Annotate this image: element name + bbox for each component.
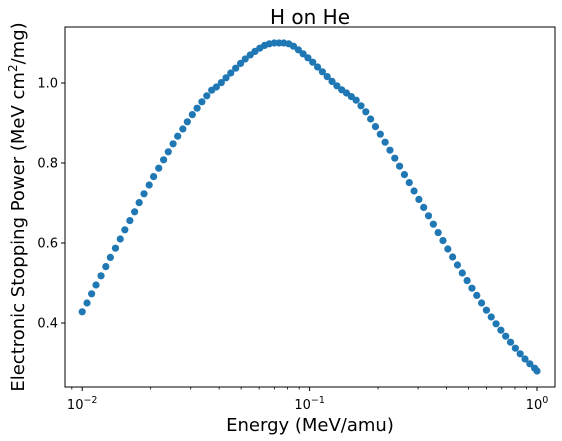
data-point — [222, 74, 230, 82]
x-axis-label: Energy (MeV/amu) — [226, 415, 394, 436]
data-point — [386, 146, 394, 154]
data-point — [232, 64, 240, 72]
data-point — [217, 79, 225, 87]
data-point — [506, 338, 515, 346]
y-tick-label: 0.8 — [37, 157, 58, 172]
data-point — [106, 253, 114, 261]
data-point — [473, 291, 481, 299]
data-point — [391, 154, 399, 162]
data-point — [323, 73, 331, 81]
data-point — [241, 55, 249, 63]
data-point — [482, 306, 491, 314]
data-point — [299, 50, 307, 58]
data-point — [155, 164, 163, 172]
data-point — [415, 195, 423, 203]
data-point — [121, 226, 129, 234]
data-point — [111, 244, 120, 252]
data-point — [309, 58, 317, 66]
data-point — [149, 173, 158, 181]
y-axis-label-superscript: 2 — [6, 64, 20, 72]
data-point — [304, 54, 312, 62]
data-point — [116, 235, 124, 243]
data-point — [444, 245, 452, 253]
y-axis-label-main: Electronic Stopping Power (MeV cm — [8, 72, 29, 392]
data-point — [140, 190, 148, 198]
data-point — [463, 277, 471, 285]
data-point — [160, 156, 168, 164]
data-point — [227, 69, 235, 77]
data-point — [453, 261, 462, 269]
data-point — [521, 355, 529, 363]
y-axis: 0.4 0.6 0.8 1.0 — [37, 77, 65, 332]
data-point — [497, 326, 505, 334]
data-point — [97, 272, 105, 280]
data-point — [526, 360, 534, 368]
data-point — [183, 118, 191, 126]
data-point — [487, 313, 495, 321]
data-point — [395, 162, 404, 170]
x-tick-label: 10−2 — [67, 395, 98, 413]
y-tick-label: 0.6 — [37, 237, 58, 252]
plot-frame — [64, 26, 556, 388]
data-point — [126, 217, 134, 225]
data-point — [188, 111, 196, 119]
data-point — [352, 96, 360, 104]
data-point — [333, 82, 341, 90]
data-point — [449, 253, 457, 261]
data-point — [212, 83, 220, 91]
y-axis-label-end: /mg) — [8, 22, 29, 64]
data-point — [516, 350, 524, 358]
data-point — [174, 132, 182, 140]
data-point — [511, 344, 519, 352]
y-tick-label: 0.4 — [37, 317, 58, 332]
data-point — [88, 290, 96, 298]
data-point — [145, 181, 153, 189]
data-point — [102, 263, 110, 271]
data-point — [371, 123, 380, 131]
data-point — [429, 220, 437, 228]
y-axis-label: Electronic Stopping Power (MeV cm2/mg) — [6, 22, 29, 391]
data-point — [410, 187, 418, 195]
data-point — [468, 284, 476, 292]
data-point — [318, 68, 326, 76]
data-point — [203, 92, 211, 100]
x-tick-label: 10−1 — [294, 395, 325, 413]
data-point — [458, 269, 466, 277]
x-axis: 10−2 10−1 100 — [67, 387, 548, 413]
y-tick-label: 1.0 — [37, 77, 58, 92]
data-point — [367, 115, 375, 123]
data-point — [381, 138, 389, 146]
data-point — [328, 77, 336, 85]
data-point — [78, 308, 86, 316]
data-point — [83, 299, 91, 307]
x-tick-label: 100 — [526, 395, 549, 413]
chart-title: H on He — [270, 5, 350, 29]
data-point — [376, 130, 384, 138]
data-point — [193, 104, 201, 112]
data-point — [533, 367, 541, 375]
data-point — [92, 281, 100, 289]
data-point — [502, 332, 510, 340]
data-point — [198, 98, 206, 106]
data-point — [477, 299, 486, 307]
data-point — [362, 108, 370, 116]
data-points — [78, 39, 541, 375]
data-point — [294, 46, 302, 54]
data-point — [169, 140, 177, 148]
data-point — [236, 59, 245, 67]
data-point — [357, 102, 365, 110]
data-point — [420, 203, 428, 211]
data-point — [405, 179, 413, 187]
data-point — [434, 229, 442, 237]
data-point — [164, 148, 172, 156]
data-point — [131, 208, 139, 216]
data-point — [492, 320, 500, 328]
data-point — [439, 237, 447, 245]
data-point — [400, 171, 409, 179]
data-point — [424, 212, 433, 220]
data-point — [135, 199, 143, 207]
data-point — [179, 125, 187, 133]
data-point — [313, 63, 322, 71]
